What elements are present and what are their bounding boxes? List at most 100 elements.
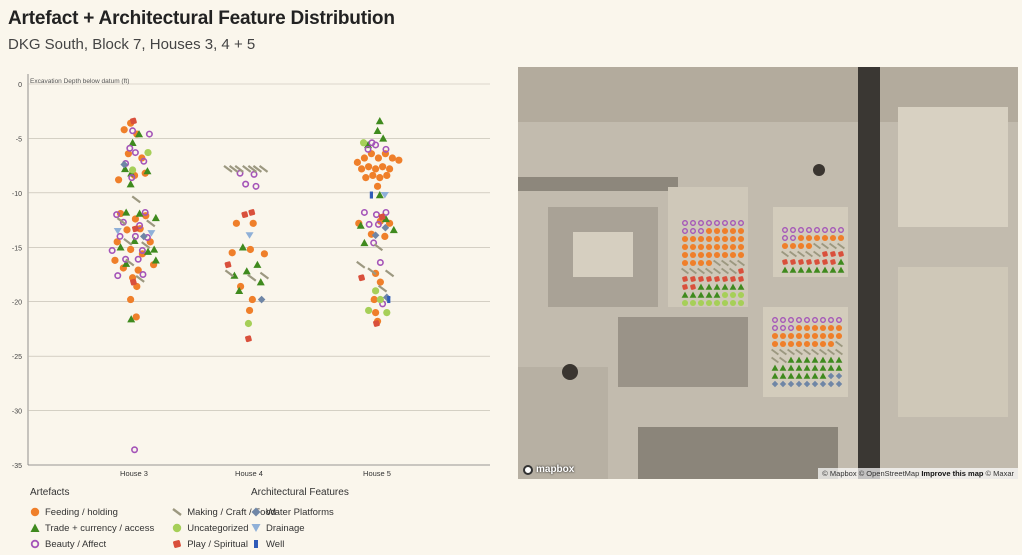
beauty-point[interactable]	[370, 239, 378, 247]
map-dot[interactable]	[822, 251, 828, 257]
map-dot[interactable]	[689, 267, 697, 275]
trade-point[interactable]	[373, 126, 382, 135]
map-dot[interactable]	[787, 364, 795, 371]
map-dot[interactable]	[706, 220, 712, 226]
feeding-point[interactable]	[365, 163, 373, 171]
map-dot[interactable]	[787, 332, 795, 340]
map-dot[interactable]	[781, 250, 789, 258]
feeding-point[interactable]	[388, 154, 396, 162]
map-dot[interactable]	[803, 340, 811, 348]
feeding-point[interactable]	[113, 238, 121, 246]
map-dot[interactable]	[797, 234, 805, 242]
making-point[interactable]	[223, 165, 233, 173]
map-dot[interactable]	[830, 259, 836, 265]
feeding-point[interactable]	[373, 182, 382, 190]
map-dot[interactable]	[705, 235, 713, 243]
drainage-point[interactable]	[113, 227, 122, 235]
map-dot[interactable]	[730, 276, 736, 282]
beauty-point[interactable]	[140, 157, 148, 165]
map-dot[interactable]	[721, 283, 729, 290]
legend-item-beauty[interactable]: Beauty / Affect	[30, 536, 154, 552]
map-dot[interactable]	[789, 242, 797, 250]
map-dot[interactable]	[729, 299, 737, 307]
map-dot[interactable]	[821, 242, 829, 250]
map-dot[interactable]	[827, 356, 835, 363]
uncategorized-point[interactable]	[365, 306, 373, 315]
map-dot[interactable]	[811, 324, 819, 332]
map-dot[interactable]	[729, 283, 737, 290]
map-dot[interactable]	[722, 220, 728, 226]
map-dot[interactable]	[714, 276, 720, 282]
map-dot[interactable]	[795, 348, 803, 356]
map-dot[interactable]	[796, 317, 802, 323]
map-dot[interactable]	[738, 276, 744, 282]
map-dot[interactable]	[729, 291, 737, 299]
beauty-point[interactable]	[382, 208, 390, 216]
trade-point[interactable]	[150, 245, 159, 253]
map-dot[interactable]	[811, 332, 819, 340]
map-dot[interactable]	[795, 372, 803, 379]
map-dot[interactable]	[729, 235, 737, 243]
map-dot[interactable]	[771, 372, 779, 379]
map-dot[interactable]	[689, 251, 697, 259]
map-dot[interactable]	[811, 356, 819, 363]
map-dot[interactable]	[814, 227, 820, 233]
feeding-point[interactable]	[138, 154, 146, 162]
map-dot[interactable]	[797, 250, 805, 258]
well-point[interactable]	[369, 191, 373, 199]
trade-point[interactable]	[126, 180, 135, 188]
map-dot[interactable]	[721, 235, 729, 243]
beauty-point[interactable]	[129, 127, 137, 135]
map-dot[interactable]	[829, 234, 837, 242]
feeding-point[interactable]	[376, 278, 384, 286]
drainage-point[interactable]	[147, 230, 156, 237]
map-dot[interactable]	[681, 251, 689, 259]
drainage-point[interactable]	[245, 232, 254, 239]
map-dot[interactable]	[682, 284, 688, 290]
map-dot[interactable]	[771, 332, 779, 340]
map-dot[interactable]	[782, 259, 788, 265]
map-dot[interactable]	[795, 324, 803, 332]
map-dot[interactable]	[829, 242, 837, 250]
map-dot[interactable]	[779, 364, 787, 371]
map-dot[interactable]	[803, 364, 811, 371]
map-dot[interactable]	[803, 356, 811, 363]
making-point[interactable]	[377, 284, 388, 293]
map-dot[interactable]	[779, 380, 787, 388]
legend-item-trade[interactable]: Trade + currency / access	[30, 520, 154, 536]
map-dot[interactable]	[828, 317, 834, 323]
mapbox-logo[interactable]: mapbox	[523, 464, 574, 475]
map-dot[interactable]	[713, 267, 721, 275]
making-point[interactable]	[258, 165, 269, 173]
feeding-point[interactable]	[123, 226, 131, 234]
making-point[interactable]	[234, 165, 244, 173]
map-dot[interactable]	[697, 299, 705, 307]
map-dot[interactable]	[813, 266, 821, 273]
map-dot[interactable]	[819, 356, 827, 363]
map-dot[interactable]	[789, 250, 797, 258]
feeding-point[interactable]	[360, 154, 368, 162]
map-dot[interactable]	[787, 340, 795, 348]
feeding-point[interactable]	[353, 158, 361, 166]
attrib-maxar[interactable]: © Maxar	[985, 469, 1014, 478]
map-dot[interactable]	[737, 283, 745, 290]
making-point[interactable]	[125, 258, 135, 267]
map-dot[interactable]	[819, 340, 827, 348]
making-point[interactable]	[224, 269, 235, 278]
map-dot[interactable]	[738, 268, 744, 274]
map-dot[interactable]	[803, 332, 811, 340]
map-dot[interactable]	[811, 364, 819, 371]
play-point[interactable]	[373, 320, 380, 327]
map-dot[interactable]	[803, 380, 811, 388]
water-point[interactable]	[381, 223, 390, 232]
map-dot[interactable]	[714, 220, 720, 226]
beauty-point[interactable]	[122, 255, 130, 263]
map-dot[interactable]	[713, 251, 721, 259]
map-dot[interactable]	[835, 324, 843, 332]
beauty-point[interactable]	[113, 211, 121, 219]
making-point[interactable]	[356, 260, 366, 269]
map-dot[interactable]	[681, 299, 689, 307]
map-dot[interactable]	[805, 266, 813, 273]
trade-point[interactable]	[122, 208, 131, 216]
map-dot[interactable]	[706, 276, 712, 282]
